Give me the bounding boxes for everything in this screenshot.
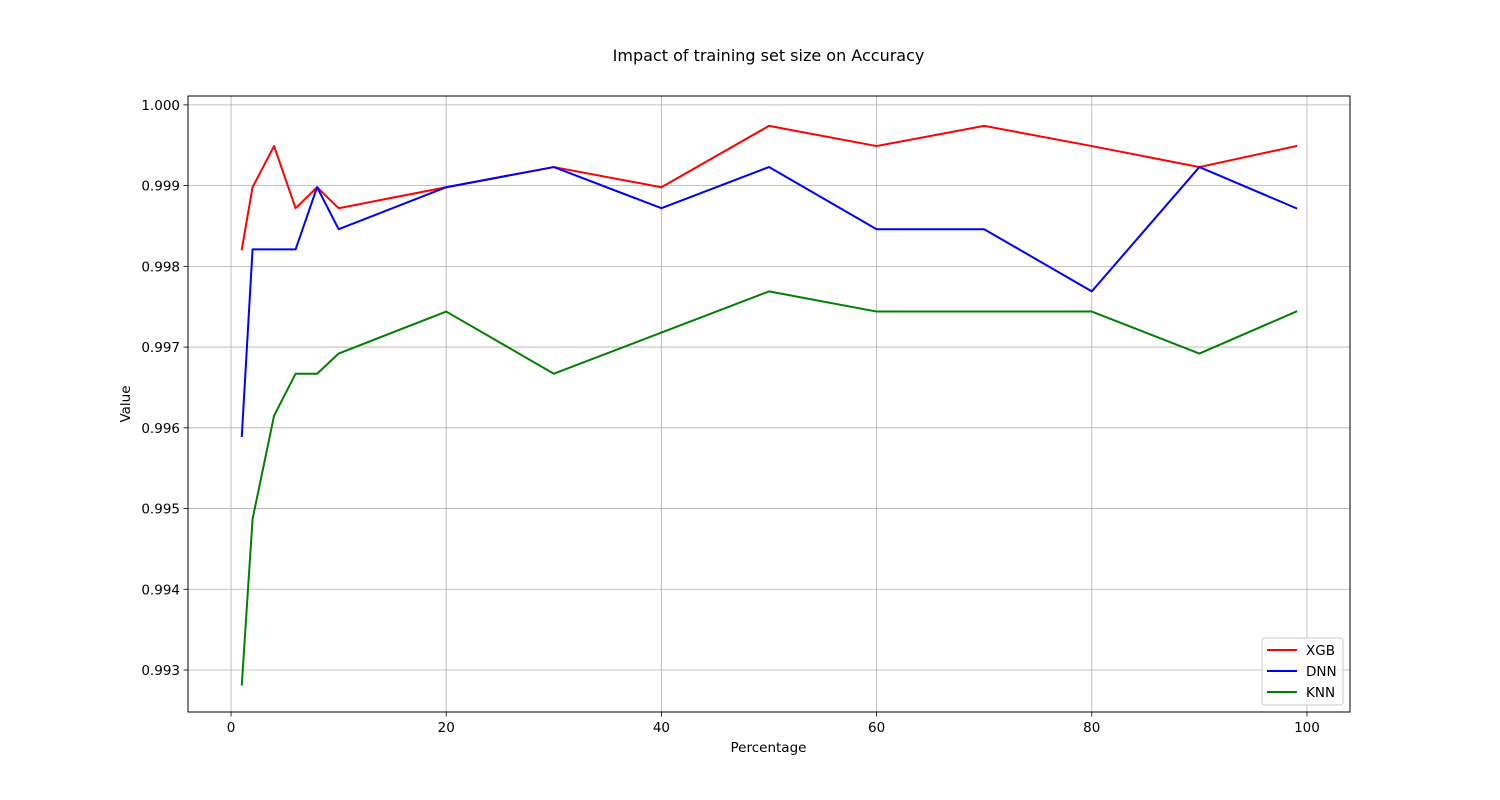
legend-label-dnn: DNN bbox=[1306, 664, 1337, 680]
y-tick-label: 0.999 bbox=[141, 179, 180, 195]
legend-box bbox=[1261, 637, 1344, 706]
x-axis-ticks: 0 20 40 60 80 100 bbox=[227, 712, 1320, 736]
x-tick-label: 0 bbox=[227, 720, 236, 736]
x-tick-label: 60 bbox=[868, 720, 885, 736]
grid-lines bbox=[188, 96, 1350, 712]
series-lines bbox=[240, 124, 1298, 686]
chart-title: Impact of training set size on Accuracy bbox=[613, 46, 925, 65]
legend: XGB DNN KNN bbox=[1261, 637, 1344, 706]
x-tick-label: 20 bbox=[438, 720, 455, 736]
series-line-dnn bbox=[240, 166, 1298, 437]
y-tick-label: 0.994 bbox=[141, 582, 180, 598]
x-axis-title: Percentage bbox=[731, 740, 807, 756]
y-axis-ticks: 0.993 0.994 0.995 0.996 0.997 0.998 0.999 1.000 bbox=[141, 98, 188, 679]
legend-label-xgb: XGB bbox=[1306, 643, 1335, 659]
y-tick-label: 0.995 bbox=[141, 502, 180, 518]
y-tick-label: 0.993 bbox=[141, 663, 180, 679]
legend-label-knn: KNN bbox=[1306, 685, 1335, 701]
x-tick-label: 80 bbox=[1083, 720, 1100, 736]
y-tick-label: 0.998 bbox=[141, 259, 180, 275]
x-tick-label: 40 bbox=[653, 720, 670, 736]
series-line-knn bbox=[240, 290, 1298, 686]
series-line-xgb bbox=[240, 124, 1298, 251]
plot-area-frame bbox=[187, 95, 1351, 713]
y-tick-label: 0.997 bbox=[141, 340, 180, 356]
y-axis-title: Value bbox=[118, 385, 134, 422]
y-tick-label: 0.996 bbox=[141, 421, 180, 437]
x-tick-label: 100 bbox=[1294, 720, 1320, 736]
y-tick-label: 1.000 bbox=[141, 98, 180, 114]
